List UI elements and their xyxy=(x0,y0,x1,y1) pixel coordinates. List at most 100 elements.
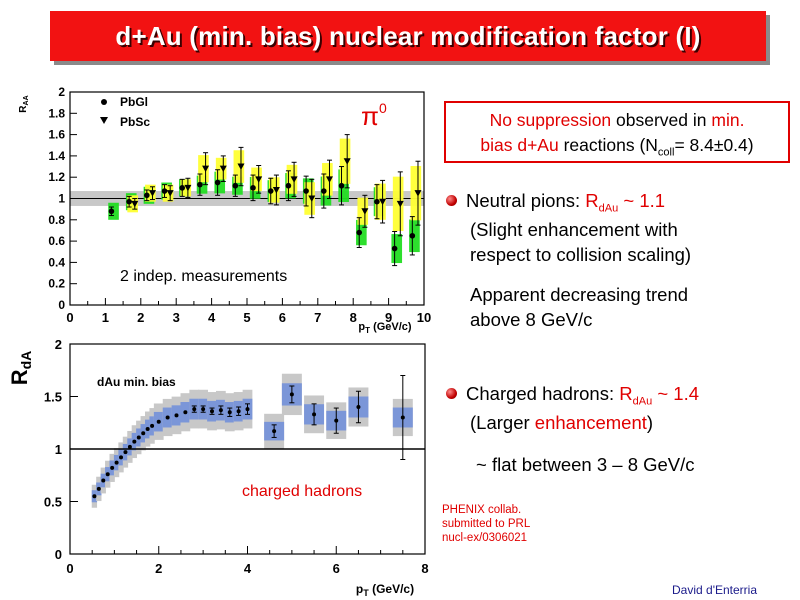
plot2-point xyxy=(192,407,197,412)
plot2-point xyxy=(334,418,339,423)
plot1-point-pbgl xyxy=(374,198,380,205)
note-red-2: min. xyxy=(711,110,745,130)
phenix-line-3: nucl-ex/0306021 xyxy=(442,532,528,544)
plot1-point-pbsc xyxy=(237,163,245,171)
plot1-sys-box xyxy=(286,164,298,194)
plot1-legend-marker-pbgl xyxy=(101,99,107,105)
bullet-icon xyxy=(446,388,457,399)
plot1-point-pbgl xyxy=(144,192,150,199)
plot1-point-pbsc xyxy=(131,200,139,208)
plot2-point xyxy=(114,460,119,465)
plot1-point-pbsc xyxy=(308,195,316,202)
plot1-xtick-label: 6 xyxy=(279,310,286,325)
plot2-xtick-label: 0 xyxy=(66,561,73,576)
plot2-ytick-label: 1.5 xyxy=(44,390,62,405)
conclusion-box: No suppression observed in min. bias d+A… xyxy=(444,101,790,163)
plot1-point-pbsc xyxy=(202,165,210,173)
plot2-point xyxy=(119,455,124,460)
plot1-ytick-label: 2 xyxy=(58,85,65,99)
plot2-point xyxy=(123,450,128,455)
plot2-point xyxy=(105,472,110,477)
plot1-point-pbgl xyxy=(197,181,203,188)
plot1-sys-box xyxy=(251,167,262,192)
plot1-xtick-label: 1 xyxy=(102,310,109,325)
plot1-ytick-label: 0.4 xyxy=(48,255,65,269)
plot1-ytick-label: 0.6 xyxy=(48,234,65,248)
plot1-point-pbsc xyxy=(255,176,263,183)
plot1-ytick-label: 0.8 xyxy=(48,213,65,227)
plot1-point-pbsc xyxy=(343,158,351,165)
plot2-point xyxy=(183,410,188,415)
b2-val: ~ 1.4 xyxy=(652,383,700,404)
plot2-xtick-label: 2 xyxy=(155,561,162,576)
b2-r: R xyxy=(619,383,633,404)
plot1-point-pbgl xyxy=(161,188,168,194)
plot2-xtick-label: 4 xyxy=(244,561,252,576)
plot2-point xyxy=(210,409,214,414)
plot1-point-pbsc xyxy=(219,165,227,173)
plot2-point xyxy=(356,405,361,409)
plot1-ylabel: RAA xyxy=(18,95,30,112)
plot2-ytick-label: 2 xyxy=(55,337,62,352)
phenix-line-1: PHENIX collab. xyxy=(442,504,522,516)
plot1-sys-box xyxy=(215,157,227,180)
b1-label: Neutral pions: xyxy=(466,190,586,211)
plot1-sys-box xyxy=(233,150,245,183)
plot2-ylabel: RdA xyxy=(7,351,34,386)
plot1-point-pbsc xyxy=(290,176,298,183)
plot2-point xyxy=(136,435,141,440)
note-text-1: observed in xyxy=(611,110,712,130)
plot2-point xyxy=(92,494,97,499)
bullet-charged-hadrons: Charged hadrons: RdAu ~ 1.4 xyxy=(446,383,699,408)
plot1-point-pbgl xyxy=(179,185,186,191)
b1-line4: above 8 GeV/c xyxy=(470,309,593,330)
plot1-point-pbsc xyxy=(361,208,369,215)
plot1-sys-box xyxy=(410,166,422,221)
plot2-point xyxy=(227,410,232,415)
b1-r: R xyxy=(585,190,599,211)
plot2-point xyxy=(127,444,132,449)
b2-line1: (Larger enhancement) xyxy=(470,412,653,434)
plot2-point xyxy=(174,413,179,418)
plot1-xtick-label: 4 xyxy=(208,310,216,325)
plot1-sys-box xyxy=(392,176,404,231)
plot2-point xyxy=(156,419,161,424)
note-sub: coll xyxy=(657,146,675,159)
b2-sub: dAu xyxy=(632,395,653,408)
plot1-point-pbgl xyxy=(108,208,115,215)
plot2-point xyxy=(312,412,317,417)
note-text-3: = 8.4±0.4) xyxy=(674,135,754,155)
plot1-sys-box xyxy=(180,179,192,197)
plot1-point-pbgl xyxy=(409,232,416,239)
plot1-sys-box xyxy=(145,184,156,202)
plot2-point xyxy=(218,408,223,413)
plot1-ytick-label: 1.6 xyxy=(48,128,65,142)
plot1-xtick-label: 10 xyxy=(417,310,431,325)
plot2-point xyxy=(110,465,115,470)
phenix-reference: PHENIX collab. submitted to PRL nucl-ex/… xyxy=(442,503,530,545)
plot1-sys-box xyxy=(357,197,369,225)
plot2-point xyxy=(201,407,206,412)
plot1-point-pbsc xyxy=(184,184,192,192)
plot2-point xyxy=(245,407,250,412)
plot2-point xyxy=(400,415,405,420)
note-red-1: No suppression xyxy=(489,110,612,130)
plot1-point-pbsc xyxy=(325,176,333,183)
plot1-point-pbsc xyxy=(272,186,280,194)
note-text-2: reactions (N xyxy=(558,135,658,155)
plot1-point-pbsc xyxy=(396,200,404,208)
plot2-point xyxy=(289,392,294,397)
plot1-point-pbsc xyxy=(414,190,422,197)
plot2-ytick-label: 0 xyxy=(55,547,62,562)
plot1-point-pbsc xyxy=(166,190,174,197)
plot1-xlabel: pT (GeV/c) xyxy=(358,321,412,335)
plot1-ytick-label: 0.2 xyxy=(48,277,65,291)
plot1-point-pbgl xyxy=(285,182,292,189)
plot1-point-pbsc xyxy=(148,190,156,197)
b2-line2: ~ flat between 3 – 8 GeV/c xyxy=(476,454,695,475)
plot1-xtick-label: 5 xyxy=(243,310,250,325)
plot1-ytick-label: 1.4 xyxy=(48,149,65,163)
plot1-sys-box xyxy=(375,183,386,220)
plot1-ytick-label: 0 xyxy=(58,298,65,312)
